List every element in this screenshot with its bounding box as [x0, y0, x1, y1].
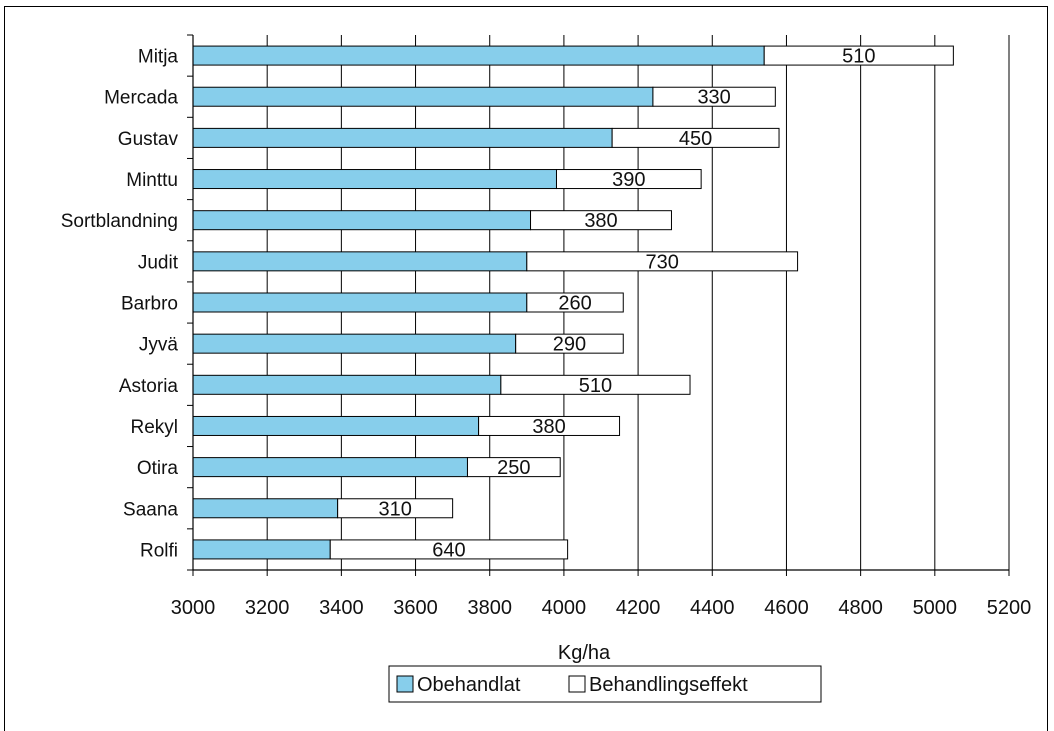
bar-behandlingseffekt	[555, 169, 702, 190]
data-label: 380	[584, 210, 617, 232]
x-tick-label: 5000	[913, 597, 958, 619]
x-tick-label: 4600	[764, 597, 809, 619]
data-label: 640	[432, 539, 465, 561]
data-label: 450	[679, 128, 712, 150]
bar-behandlingseffekt	[530, 210, 672, 231]
bar-obehandlat	[192, 374, 502, 395]
x-tick-label: 3400	[319, 597, 364, 619]
data-label: 390	[612, 169, 645, 191]
bar-behandlingseffekt	[611, 127, 780, 148]
data-label: 380	[532, 416, 565, 438]
chart-frame	[4, 6, 1048, 731]
x-tick-label: 3200	[245, 597, 290, 619]
bar-obehandlat	[192, 127, 613, 148]
x-tick-label: 3600	[393, 597, 438, 619]
data-label: 260	[558, 293, 591, 315]
x-tick-label: 3000	[171, 597, 216, 619]
data-label: 330	[697, 87, 730, 109]
data-label: 250	[497, 457, 530, 479]
x-tick-label: 4200	[616, 597, 661, 619]
category-labels: Mitja Mercada Gustav Minttu Sortblandning Jud…	[61, 47, 179, 562]
legend-label-behandlingseffekt: Behandlingseffekt	[589, 674, 748, 696]
bar-obehandlat	[192, 45, 765, 66]
legend: Obehandlat Behandlingseffekt	[388, 665, 822, 703]
x-tick-label: 4800	[838, 597, 883, 619]
bar-behandlingseffekt	[478, 415, 621, 436]
x-tick-label: 4400	[690, 597, 735, 619]
bar-behandlingseffekt	[500, 374, 691, 395]
category-label: Otira	[137, 458, 179, 479]
data-label: 290	[553, 334, 586, 356]
category-label: Mercada	[104, 88, 178, 109]
x-tick-label: 4000	[542, 597, 587, 619]
category-label: Saana	[123, 499, 178, 520]
bar-behandlingseffekt	[466, 457, 561, 478]
data-label: 510	[842, 46, 875, 68]
bar-obehandlat	[192, 498, 339, 519]
legend-swatch-obehandlat	[396, 675, 414, 693]
x-tick-label: 5200	[987, 597, 1032, 619]
bar-obehandlat	[192, 292, 528, 313]
bar-obehandlat	[192, 210, 532, 231]
bar-behandlingseffekt	[329, 539, 569, 560]
bar-obehandlat	[192, 251, 528, 272]
category-label: Jyvä	[139, 335, 179, 356]
bar-behandlingseffekt	[526, 251, 799, 272]
category-label: Rekyl	[130, 417, 178, 438]
bar-behandlingseffekt	[337, 498, 454, 519]
bar-behandlingseffekt	[763, 45, 954, 66]
x-tick-labels: 3000 3200 3400 3600 3800 4000 4200 4400 4600 4800…	[171, 597, 1032, 619]
legend-box	[388, 665, 822, 703]
data-label: 510	[579, 375, 612, 397]
category-label: Gustav	[118, 129, 179, 150]
bar-obehandlat	[192, 457, 468, 478]
bar-obehandlat	[192, 169, 557, 190]
data-label: 310	[378, 498, 411, 520]
category-label: Minttu	[126, 170, 178, 191]
category-label: Barbro	[121, 294, 178, 315]
bars	[192, 45, 954, 560]
bar-behandlingseffekt	[526, 292, 624, 313]
axes	[187, 34, 1010, 576]
x-tick-label: 3800	[467, 597, 512, 619]
bar-behandlingseffekt	[515, 333, 624, 354]
legend-swatch-behandlingseffekt	[568, 675, 586, 693]
category-label: Astoria	[119, 376, 179, 397]
bar-behandlingseffekt	[652, 86, 776, 107]
category-label: Judit	[138, 252, 179, 273]
data-label: 730	[646, 251, 679, 273]
x-axis-label: Kg/ha	[558, 642, 611, 664]
bar-obehandlat	[192, 333, 517, 354]
category-label: Rolfi	[140, 540, 178, 561]
legend-label-obehandlat: Obehandlat	[417, 674, 521, 696]
bar-obehandlat	[192, 415, 480, 436]
category-label: Mitja	[138, 47, 179, 68]
bar-obehandlat	[192, 539, 331, 560]
category-label: Sortblandning	[61, 211, 178, 232]
bar-obehandlat	[192, 86, 654, 107]
